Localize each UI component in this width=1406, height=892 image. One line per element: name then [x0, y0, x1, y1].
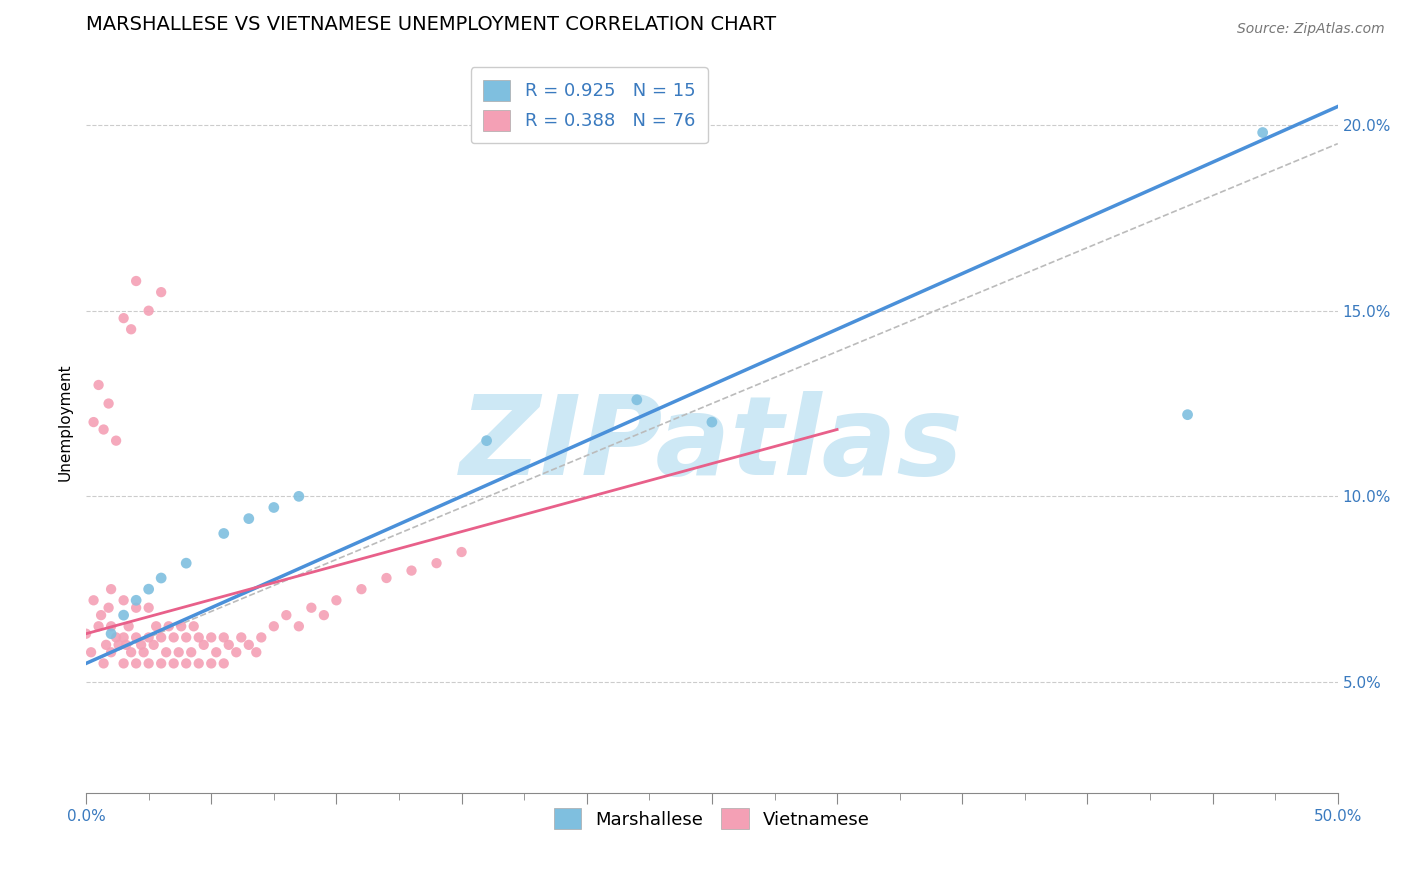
Point [80, 645, 103, 659]
Point [288, 619, 311, 633]
Point [231, 631, 253, 645]
Point [138, 600, 160, 615]
Point [167, 645, 190, 659]
Point [107, 638, 129, 652]
Point [475, 434, 498, 448]
Point [187, 657, 209, 671]
Point [125, 274, 148, 288]
Point [132, 645, 155, 659]
Point [187, 631, 209, 645]
Text: Source: ZipAtlas.com: Source: ZipAtlas.com [1237, 22, 1385, 37]
Point [87, 378, 110, 392]
Point [138, 582, 160, 596]
Point [105, 434, 128, 448]
Point [120, 322, 142, 336]
Point [288, 489, 311, 503]
Point [100, 582, 122, 596]
Point [145, 619, 167, 633]
Point [138, 631, 160, 645]
Point [115, 638, 138, 652]
Point [155, 645, 177, 659]
Point [87, 619, 110, 633]
Point [375, 571, 398, 585]
Point [193, 638, 215, 652]
Point [200, 657, 222, 671]
Point [218, 638, 240, 652]
Point [83, 593, 105, 607]
Point [150, 631, 173, 645]
Point [120, 645, 142, 659]
Point [125, 600, 148, 615]
Point [138, 303, 160, 318]
Point [238, 511, 260, 525]
Point [125, 657, 148, 671]
Point [100, 626, 122, 640]
Point [138, 657, 160, 671]
Point [180, 645, 202, 659]
Point [245, 645, 267, 659]
Point [112, 657, 135, 671]
Point [200, 631, 222, 645]
Point [112, 593, 135, 607]
Point [93, 657, 115, 671]
Point [174, 631, 197, 645]
Point [238, 638, 260, 652]
Point [112, 311, 135, 326]
Point [112, 631, 135, 645]
Point [700, 415, 723, 429]
Point [157, 619, 180, 633]
Point [312, 608, 335, 623]
Point [170, 619, 193, 633]
Point [90, 608, 112, 623]
Point [112, 608, 135, 623]
Point [174, 657, 197, 671]
Point [125, 631, 148, 645]
Point [263, 619, 285, 633]
Point [150, 657, 173, 671]
Point [212, 526, 235, 541]
Point [325, 593, 347, 607]
Point [205, 645, 228, 659]
Point [150, 571, 173, 585]
Point [183, 619, 205, 633]
Point [212, 631, 235, 645]
Point [401, 564, 423, 578]
Point [1177, 408, 1199, 422]
Text: MARSHALLESE VS VIETNAMESE UNEMPLOYMENT CORRELATION CHART: MARSHALLESE VS VIETNAMESE UNEMPLOYMENT C… [86, 15, 776, 34]
Point [163, 631, 186, 645]
Point [142, 638, 165, 652]
Point [212, 657, 235, 671]
Point [150, 285, 173, 300]
Point [350, 582, 373, 596]
Point [97, 600, 120, 615]
Point [105, 631, 128, 645]
Point [263, 500, 285, 515]
Point [94, 638, 117, 652]
Y-axis label: Unemployment: Unemployment [58, 363, 72, 481]
Point [93, 423, 115, 437]
Point [225, 645, 247, 659]
Point [75, 626, 97, 640]
Point [450, 545, 472, 559]
Point [276, 608, 298, 623]
Point [626, 392, 648, 407]
Text: ZIPatlas: ZIPatlas [460, 391, 963, 498]
Point [117, 619, 139, 633]
Point [100, 645, 122, 659]
Point [299, 600, 322, 615]
Point [129, 638, 152, 652]
Point [174, 556, 197, 570]
Point [97, 396, 120, 410]
Point [100, 619, 122, 633]
Point [163, 657, 186, 671]
Point [83, 415, 105, 429]
Point [250, 631, 273, 645]
Point [425, 556, 447, 570]
Point [125, 593, 148, 607]
Legend: Marshallese, Vietnamese: Marshallese, Vietnamese [547, 801, 877, 837]
Point [1251, 126, 1274, 140]
